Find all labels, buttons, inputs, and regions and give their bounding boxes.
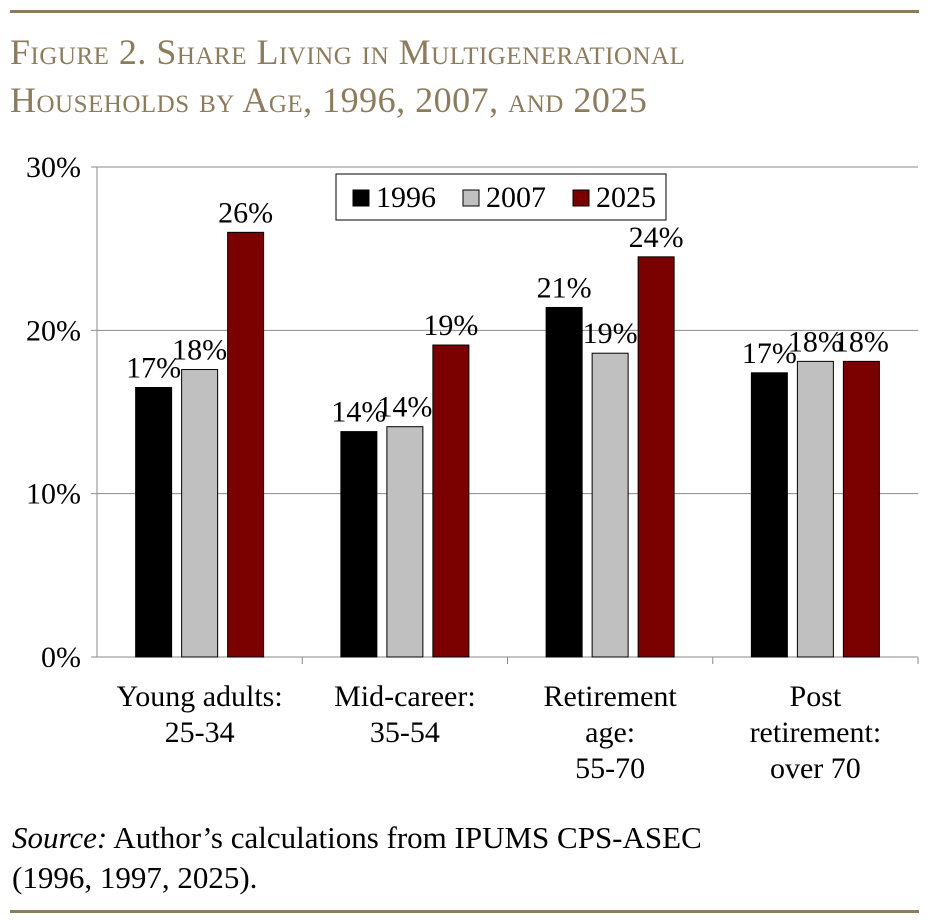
category-label: 25-34 bbox=[165, 716, 235, 749]
bar-2007 bbox=[591, 352, 629, 658]
bar-2025 bbox=[227, 231, 265, 658]
category-label: 35-54 bbox=[370, 716, 440, 749]
bar-2025 bbox=[637, 256, 675, 658]
legend-label-2007: 2007 bbox=[486, 181, 546, 214]
data-label: 18% bbox=[788, 325, 843, 358]
data-label: 17% bbox=[126, 352, 181, 385]
bar-2007 bbox=[386, 426, 424, 658]
bar-2025 bbox=[432, 344, 470, 658]
category-label: Mid-career: bbox=[334, 680, 476, 713]
legend-swatch-2025 bbox=[572, 189, 590, 207]
data-label: 19% bbox=[583, 317, 638, 350]
data-label: 18% bbox=[834, 325, 889, 358]
category-label: retirement: bbox=[750, 716, 882, 749]
data-label: 24% bbox=[629, 221, 684, 254]
y-tick-label: 20% bbox=[26, 314, 81, 347]
source-note: Source: Author’s calculations from IPUMS… bbox=[12, 818, 912, 898]
data-label: 17% bbox=[742, 337, 797, 370]
source-lead: Source: bbox=[12, 820, 108, 855]
category-label: 55-70 bbox=[575, 752, 645, 785]
category-label: Retirement bbox=[543, 680, 677, 713]
category-label: age: bbox=[585, 716, 635, 749]
category-label: Young adults: bbox=[117, 680, 283, 713]
figure-title-line2: Households by Age, 1996, 2007, and 2025 bbox=[10, 80, 648, 120]
source-text-line2: (1996, 1997, 2025). bbox=[12, 860, 258, 895]
y-tick-label: 0% bbox=[41, 641, 81, 674]
bar-1996 bbox=[135, 387, 173, 658]
y-tick-label: 30% bbox=[26, 151, 81, 184]
bar-2025 bbox=[842, 360, 880, 658]
bar-2007 bbox=[181, 369, 219, 658]
legend-box bbox=[335, 173, 667, 221]
data-label: 19% bbox=[423, 309, 478, 342]
source-text: Author’s calculations from IPUMS CPS-ASE… bbox=[107, 820, 702, 855]
bar-1996 bbox=[545, 306, 583, 658]
legend-label-1996: 1996 bbox=[376, 181, 436, 214]
bar-1996 bbox=[340, 431, 378, 658]
legend-label-2025: 2025 bbox=[596, 181, 656, 214]
figure-title-line1: Figure 2. Share Living in Multigeneratio… bbox=[10, 32, 686, 72]
data-label: 21% bbox=[537, 271, 592, 304]
top-rule bbox=[10, 10, 919, 13]
category-label: Post bbox=[790, 680, 842, 713]
data-label: 14% bbox=[377, 391, 432, 424]
legend-swatch-1996 bbox=[352, 189, 370, 207]
figure-title: Figure 2. Share Living in Multigeneratio… bbox=[10, 28, 910, 124]
bottom-rule bbox=[10, 910, 919, 913]
data-label: 26% bbox=[218, 196, 273, 229]
data-label: 18% bbox=[172, 334, 227, 367]
legend-swatch-2007 bbox=[462, 189, 480, 207]
bar-1996 bbox=[750, 372, 788, 658]
category-label: over 70 bbox=[770, 752, 861, 785]
data-label: 14% bbox=[331, 396, 386, 429]
y-tick-label: 10% bbox=[26, 478, 81, 511]
bar-2007 bbox=[796, 360, 834, 658]
